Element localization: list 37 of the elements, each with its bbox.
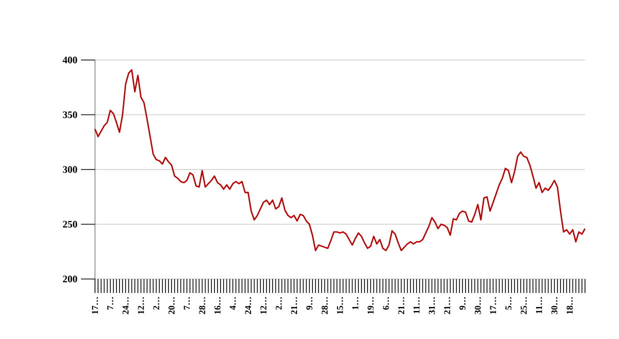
y-tick-label: 300 bbox=[62, 166, 78, 173]
y-tick-label: 400 bbox=[62, 56, 78, 64]
x-tick-label: 18… bbox=[566, 297, 573, 314]
x-tick-label: 9… bbox=[306, 297, 312, 310]
x-tick-label: 31… bbox=[428, 297, 435, 314]
x-tick-label: 12… bbox=[260, 297, 266, 314]
x-tick-label: 24… bbox=[245, 297, 252, 314]
x-tick-label: 2… bbox=[276, 297, 282, 310]
x-tick-label: 9… bbox=[459, 297, 466, 310]
x-tick-label: 6… bbox=[382, 297, 389, 310]
x-tick-label: 1… bbox=[352, 297, 358, 310]
x-tick-label: 11… bbox=[536, 297, 542, 314]
y-tick-label: 350 bbox=[62, 111, 78, 118]
x-tick-label: 28… bbox=[199, 297, 206, 314]
x-tick-label: 7… bbox=[184, 297, 190, 310]
x-tick-label: 21… bbox=[291, 297, 298, 314]
x-tick-label: 30… bbox=[551, 297, 558, 314]
x-tick-label: 17… bbox=[92, 297, 98, 314]
x-tick-label: 20… bbox=[168, 297, 175, 314]
x-tick-label: 25… bbox=[520, 297, 527, 314]
x-tick-label: 30… bbox=[474, 297, 481, 314]
x-tick-label: 5… bbox=[505, 297, 512, 310]
y-tick-label: 200 bbox=[62, 276, 78, 282]
x-tick-label: 2… bbox=[153, 297, 160, 310]
x-tick-label: 21… bbox=[398, 297, 404, 314]
x-tick-label: 24… bbox=[122, 297, 129, 314]
y-tick-label: 250 bbox=[62, 220, 78, 228]
x-tick-label: 7… bbox=[107, 297, 114, 310]
x-tick-label: 12… bbox=[138, 297, 144, 314]
x-tick-label: 15… bbox=[336, 297, 344, 314]
x-tick-label: 4… bbox=[230, 297, 236, 310]
x-tick-label: 17… bbox=[490, 297, 496, 314]
x-tick-label: 11… bbox=[414, 297, 420, 314]
x-tick-label: 21… bbox=[444, 297, 450, 314]
x-tick-label: 28… bbox=[322, 297, 328, 314]
x-tick-label: 16… bbox=[214, 297, 221, 314]
x-tick-label: 19… bbox=[368, 297, 374, 314]
